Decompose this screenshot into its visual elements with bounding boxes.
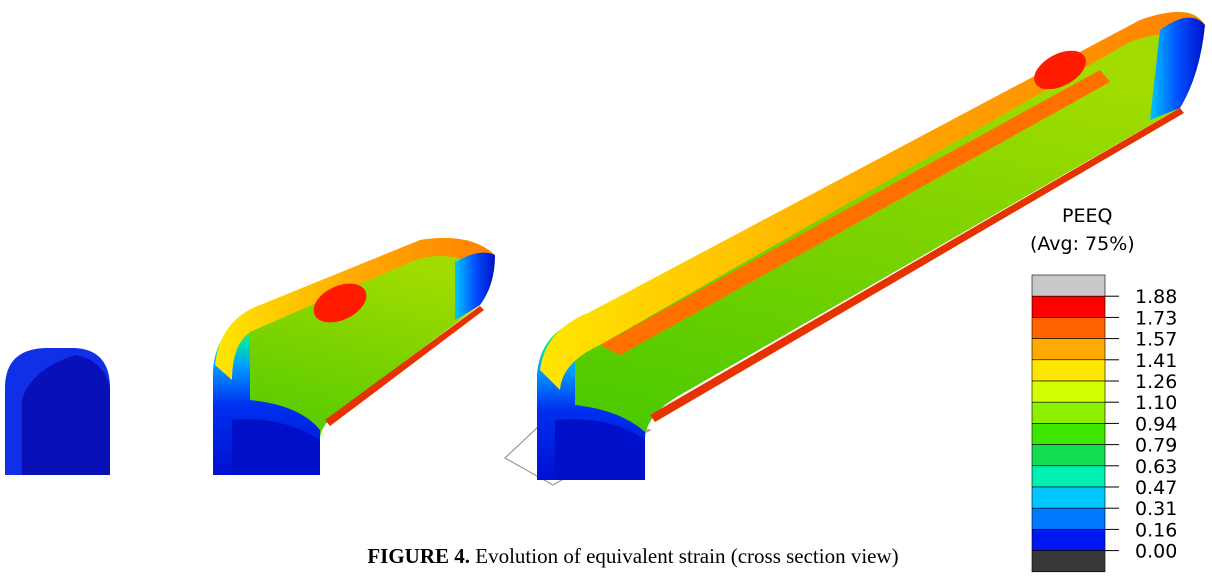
legend-swatch <box>1032 339 1105 360</box>
legend-swatch <box>1032 381 1105 402</box>
section-intermediate <box>213 238 495 475</box>
legend-label: 1.57 <box>1135 329 1177 351</box>
legend-swatch <box>1032 423 1105 444</box>
legend-swatch <box>1032 551 1105 572</box>
legend-label: 0.31 <box>1135 498 1177 520</box>
caption-text: Evolution of equivalent strain (cross se… <box>475 544 898 568</box>
legend-swatch <box>1032 445 1105 466</box>
figure: PEEQ (Avg: 75%) 1.881.731.571.411.261.10… <box>0 0 1212 579</box>
legend-swatch <box>1032 296 1105 317</box>
legend-swatch <box>1032 529 1105 550</box>
legend-label: 1.26 <box>1135 371 1177 393</box>
legend-label: 0.63 <box>1135 456 1177 478</box>
caption: FIGURE 4. Evolution of equivalent strain… <box>367 544 898 568</box>
legend-label: 0.47 <box>1135 477 1177 499</box>
legend-swatch <box>1032 508 1105 529</box>
legend-label: 0.16 <box>1135 519 1177 541</box>
legend-swatch <box>1032 275 1105 296</box>
legend-label: 1.41 <box>1135 350 1177 372</box>
legend-label: 1.88 <box>1135 286 1177 308</box>
legend-label: 1.10 <box>1135 392 1177 414</box>
legend-swatch <box>1032 487 1105 508</box>
legend-subtitle: (Avg: 75%) <box>1030 233 1135 255</box>
legend-swatch <box>1032 360 1105 381</box>
legend-swatch <box>1032 466 1105 487</box>
legend-label: 0.94 <box>1135 413 1177 435</box>
legend-label: 0.00 <box>1135 541 1177 563</box>
caption-label: FIGURE 4. <box>367 544 470 568</box>
legend-swatch <box>1032 402 1105 423</box>
legend-label: 1.73 <box>1135 307 1177 329</box>
legend: PEEQ (Avg: 75%) 1.881.731.571.411.261.10… <box>1030 205 1177 572</box>
section-initial <box>5 348 110 475</box>
legend-title: PEEQ <box>1062 205 1112 227</box>
legend-swatch <box>1032 317 1105 338</box>
legend-label: 0.79 <box>1135 435 1177 457</box>
